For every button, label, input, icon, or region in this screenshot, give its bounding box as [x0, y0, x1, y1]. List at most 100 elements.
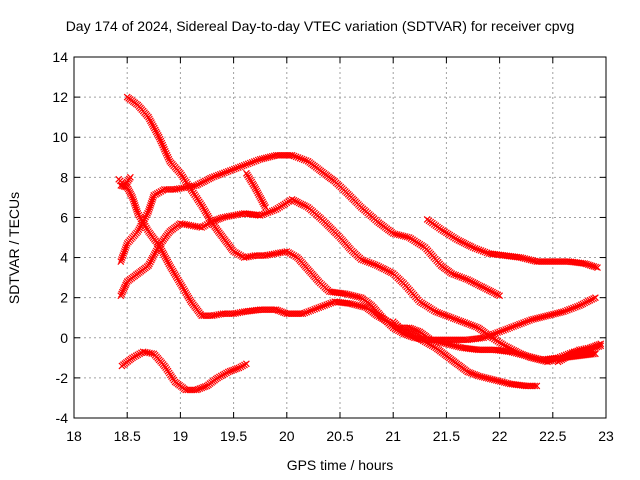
data-point: [132, 196, 134, 198]
data-point: [174, 381, 176, 383]
data-point: [147, 116, 149, 118]
y-tick-label: 4: [60, 250, 68, 266]
x-tick-label: 18: [66, 428, 82, 444]
data-point: [201, 315, 203, 317]
y-axis-label: SDTVAR / TECUs: [6, 192, 22, 304]
data-point: [578, 305, 580, 307]
data-point: [302, 313, 304, 315]
data-point: [190, 188, 192, 190]
data-point: [153, 194, 155, 196]
data-point: [206, 385, 208, 387]
data-point: [124, 184, 126, 186]
series-sat-j: [554, 340, 605, 366]
data-point: [509, 383, 511, 385]
data-point: [323, 172, 325, 174]
series-sat-d: [117, 181, 605, 364]
data-point: [578, 349, 580, 351]
data-point: [222, 313, 224, 315]
data-point: [360, 206, 362, 208]
data-point: [392, 273, 394, 275]
data-point: [286, 251, 288, 253]
data-point: [126, 281, 128, 283]
data-point: [286, 313, 288, 315]
data-point: [190, 301, 192, 303]
data-point: [227, 371, 229, 373]
data-point: [509, 351, 511, 353]
data-point: [467, 371, 469, 373]
data-point: [137, 212, 139, 214]
data-point: [440, 265, 442, 267]
plot-frame: [73, 56, 607, 419]
data-point: [233, 214, 235, 216]
data-point: [121, 365, 123, 367]
data-point: [318, 281, 320, 283]
data-point: [600, 343, 602, 345]
data-point: [525, 385, 527, 387]
series-line: [117, 181, 605, 364]
series-sat-f: [242, 169, 269, 211]
data-point: [195, 184, 197, 186]
x-tick-label: 21.5: [433, 428, 460, 444]
data-point: [265, 255, 267, 257]
data-point: [403, 331, 405, 333]
data-point: [120, 261, 122, 263]
data-point: [424, 341, 426, 343]
data-point: [596, 267, 598, 269]
data-point: [243, 164, 245, 166]
data-point: [557, 361, 559, 363]
data-point: [233, 313, 235, 315]
data-point: [493, 379, 495, 381]
series-sat-e: [118, 348, 250, 394]
data-point: [499, 295, 501, 297]
data-point: [243, 257, 245, 259]
data-point: [307, 160, 309, 162]
data-point: [456, 319, 458, 321]
series-sat-i: [389, 318, 541, 390]
data-point: [552, 261, 554, 263]
data-point: [275, 208, 277, 210]
data-point: [504, 255, 506, 257]
y-axis-label-text: SDTVAR / TECUs: [6, 191, 22, 305]
data-point: [488, 253, 490, 255]
x-tick-label: 20.5: [326, 428, 353, 444]
data-point: [222, 216, 224, 218]
x-tick-label: 22.5: [539, 428, 566, 444]
data-point: [578, 355, 580, 357]
data-point: [142, 351, 144, 353]
data-point: [504, 345, 506, 347]
data-point: [366, 307, 368, 309]
y-tick-label: 14: [52, 49, 68, 65]
data-point: [520, 257, 522, 259]
data-point: [137, 273, 139, 275]
data-point: [132, 357, 134, 359]
data-point: [477, 375, 479, 377]
data-point: [334, 301, 336, 303]
series-line: [117, 195, 599, 366]
data-point: [307, 206, 309, 208]
data-point: [493, 349, 495, 351]
series-line: [423, 215, 601, 272]
x-tick-label: 19.5: [220, 428, 247, 444]
data-point: [376, 220, 378, 222]
data-point: [435, 311, 437, 313]
data-point: [483, 287, 485, 289]
data-point: [413, 335, 415, 337]
data-point: [589, 347, 591, 349]
data-point: [275, 253, 277, 255]
y-tick-label: 2: [60, 290, 68, 306]
chart-title: Day 174 of 2024, Sidereal Day-to-day VTE…: [65, 18, 575, 34]
y-tick-label: 6: [60, 209, 68, 225]
data-point: [245, 363, 247, 365]
data-point: [163, 365, 165, 367]
data-point: [137, 230, 139, 232]
data-point: [419, 331, 421, 333]
data-point: [371, 305, 373, 307]
data-point: [344, 293, 346, 295]
data-point: [147, 210, 149, 212]
data-point: [525, 355, 527, 357]
data-point: [129, 176, 131, 178]
data-point: [243, 212, 245, 214]
data-point: [483, 337, 485, 339]
data-point: [440, 228, 442, 230]
data-point: [169, 230, 171, 232]
